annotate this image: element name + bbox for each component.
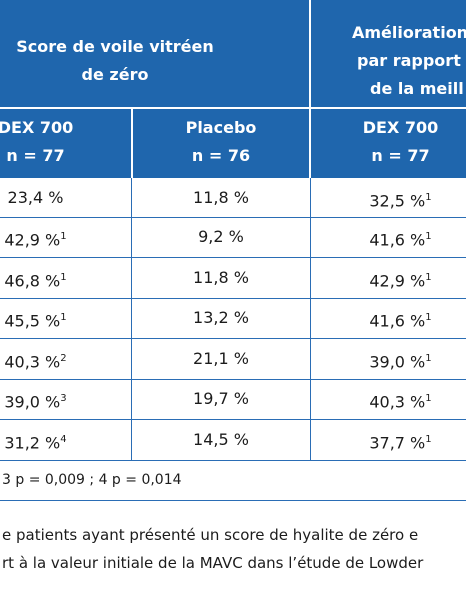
table-cell: 23,4 % <box>0 178 131 217</box>
header <box>0 0 466 178</box>
row-divider <box>0 217 466 218</box>
header-divider <box>309 0 311 178</box>
cell-value: 45,5 % <box>4 311 61 331</box>
column-header: n = 77 <box>6 146 65 165</box>
cell-value: 41,6 % <box>369 230 426 250</box>
group-header: Score de voile vitréen <box>16 37 214 56</box>
table-cell: 37,7 %1 <box>311 419 466 460</box>
footnote-ref: 1 <box>425 312 432 323</box>
cell-value: 32,5 % <box>369 191 426 211</box>
column-header: n = 77 <box>371 146 430 165</box>
caption-line: rt à la valeur initiale de la MAVC dans … <box>2 554 424 572</box>
table-cell: 41,6 %1 <box>311 298 466 338</box>
column-header: DEX 700 <box>0 118 74 137</box>
footnote-ref: 1 <box>425 353 432 364</box>
table-cell: 21,1 % <box>132 338 310 379</box>
cell-value: 9,2 % <box>198 227 244 246</box>
table-cell: 42,9 %1 <box>311 257 466 298</box>
column-header: n = 76 <box>191 146 251 165</box>
footnote-ref: 1 <box>425 434 432 445</box>
footnote-ref: 1 <box>60 312 67 323</box>
footnote-ref: 1 <box>60 231 67 242</box>
cell-value: 11,8 % <box>193 188 249 207</box>
cell-value: 42,9 % <box>4 230 61 250</box>
cell-value: 23,4 % <box>7 188 64 207</box>
caption-line: e patients ayant présenté un score de hy… <box>2 526 419 544</box>
row-divider <box>0 257 466 258</box>
column-divider <box>310 178 311 460</box>
row-divider <box>0 460 466 461</box>
cell-value: 39,0 % <box>369 352 426 372</box>
cell-value: 40,3 % <box>4 352 61 372</box>
column-header: Placebo <box>185 118 257 137</box>
cell-value: 42,9 % <box>369 271 426 291</box>
footnote-ref: 2 <box>60 353 67 364</box>
row-divider <box>0 379 466 380</box>
group-header: Amélioration <box>352 23 466 42</box>
table-cell: 41,6 %1 <box>311 217 466 257</box>
table-cell: 9,2 % <box>132 217 310 257</box>
table-cell: 31,2 %4 <box>0 419 131 460</box>
table-cell: 46,8 %1 <box>0 257 131 298</box>
row-divider <box>0 419 466 420</box>
table-cell: 40,3 %2 <box>0 338 131 379</box>
table-cell: 19,7 % <box>132 379 310 419</box>
group-header: de la meill <box>370 79 464 98</box>
footnote-ref: 1 <box>425 192 432 203</box>
cell-value: 11,8 % <box>193 268 249 287</box>
cell-value: 40,3 % <box>369 392 426 412</box>
table-cell: 14,5 % <box>132 419 310 460</box>
table-cell: 13,2 % <box>132 298 310 338</box>
column-divider <box>131 178 132 460</box>
header-divider <box>131 107 133 178</box>
footnote-ref: 3 <box>60 393 67 404</box>
footnote-ref: 1 <box>425 231 432 242</box>
table-cell: 42,9 %1 <box>0 217 131 257</box>
cell-value: 13,2 % <box>193 308 249 327</box>
cell-value: 37,7 % <box>369 433 426 453</box>
cell-value: 39,0 % <box>4 392 61 412</box>
table-cell: 11,8 % <box>132 178 310 217</box>
table-bottom <box>0 500 466 501</box>
table-cell: 40,3 %1 <box>311 379 466 419</box>
row-divider <box>0 298 466 299</box>
cell-value: 14,5 % <box>193 430 249 449</box>
cell-value: 31,2 % <box>4 433 61 453</box>
table-cell: 45,5 %1 <box>0 298 131 338</box>
footnote-ref: 4 <box>60 434 67 445</box>
table-cell: 39,0 %1 <box>311 338 466 379</box>
cell-value: 21,1 % <box>193 349 249 368</box>
table-cell: 39,0 %3 <box>0 379 131 419</box>
header-divider <box>0 107 466 109</box>
column-header: DEX 700 <box>362 118 439 137</box>
group-header: par rapport <box>357 51 461 70</box>
cell-value: 46,8 % <box>4 271 61 291</box>
footnote-ref: 1 <box>60 272 67 283</box>
row-divider <box>0 338 466 339</box>
footnote-ref: 1 <box>425 393 432 404</box>
table-cell: 11,8 % <box>132 257 310 298</box>
group-header: de zéro <box>81 65 149 84</box>
footnote: 3 p = 0,009 ; 4 p = 0,014 <box>2 472 182 488</box>
cell-value: 41,6 % <box>369 311 426 331</box>
cell-value: 19,7 % <box>193 389 249 408</box>
table-cell: 32,5 %1 <box>311 178 466 217</box>
footnote-ref: 1 <box>425 272 432 283</box>
